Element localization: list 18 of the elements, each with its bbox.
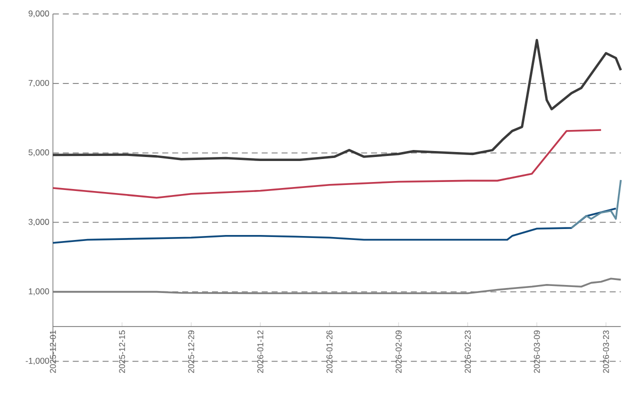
y-tick-label: -1,000 [26,358,50,365]
y-tick-label: 9,000 [28,10,50,18]
line-series [52,38,622,161]
line-series [570,178,622,229]
line-series [52,128,602,198]
y-tick-label: 3,000 [28,218,50,226]
x-tick-label: 2026-01-26 [326,330,332,373]
y-tick-label: 1,000 [28,288,50,296]
y-tick-label: 5,000 [28,149,50,156]
x-tick-label: 2025-12-01 [50,330,56,373]
x-tick-label: 2025-12-15 [119,330,126,373]
x-tick-label: 2026-03-09 [534,330,540,373]
y-tick-label: 7,000 [28,80,50,87]
x-tick-label: 2026-01-12 [257,330,264,373]
x-tick-label: 2026-02-09 [396,330,402,373]
x-tick-label: 2026-02-23 [464,330,471,373]
x-tick-label: 2026-03-23 [603,330,609,373]
x-tick-label: 2025-12-29 [188,330,194,373]
